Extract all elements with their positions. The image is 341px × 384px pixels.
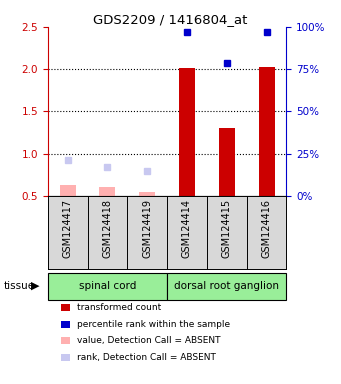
Bar [139,192,155,196]
Bar [60,185,76,196]
Text: GSM124414: GSM124414 [182,199,192,258]
Text: ▶: ▶ [31,281,39,291]
Text: tissue: tissue [3,281,34,291]
Bar [219,128,235,196]
Text: dorsal root ganglion: dorsal root ganglion [174,281,279,291]
Bar [179,68,195,196]
Text: GSM124415: GSM124415 [222,199,232,258]
Text: GSM124419: GSM124419 [142,199,152,258]
Text: GSM124416: GSM124416 [262,199,271,258]
Text: rank, Detection Call = ABSENT: rank, Detection Call = ABSENT [77,353,216,362]
Text: transformed count: transformed count [77,303,161,312]
Bar [258,68,275,196]
Text: GSM124418: GSM124418 [102,199,113,258]
Bar [100,187,115,196]
Text: GSM124417: GSM124417 [63,199,73,258]
FancyBboxPatch shape [167,273,286,300]
Text: GDS2209 / 1416804_at: GDS2209 / 1416804_at [93,13,248,26]
Text: value, Detection Call = ABSENT: value, Detection Call = ABSENT [77,336,220,345]
Text: percentile rank within the sample: percentile rank within the sample [77,319,230,329]
Text: spinal cord: spinal cord [79,281,136,291]
FancyBboxPatch shape [48,273,167,300]
